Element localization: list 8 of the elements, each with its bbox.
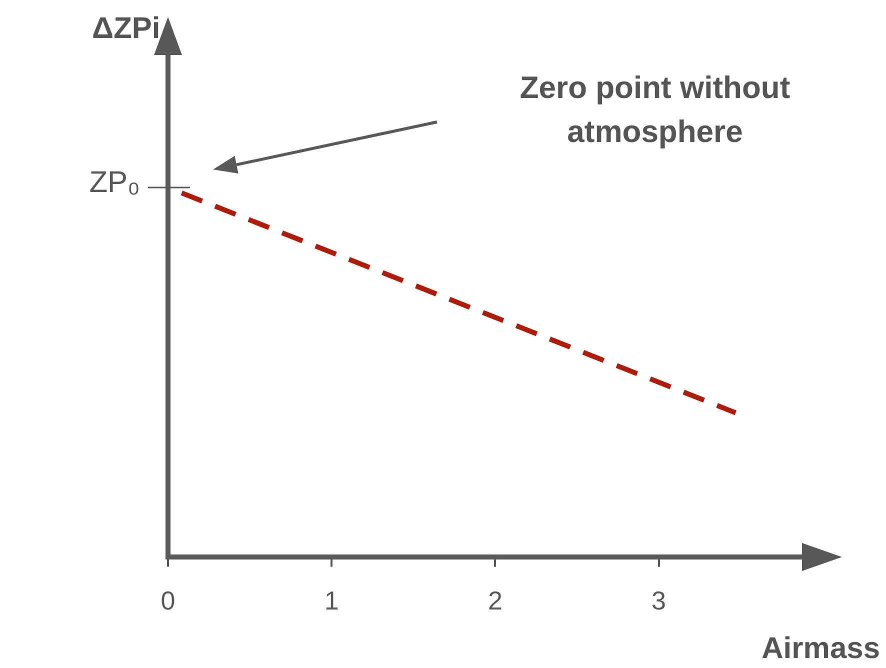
text: Zero point without atmosphere — [518, 69, 792, 151]
x-axis-title: Airmass — [762, 632, 880, 666]
x-tick-label: 0 — [160, 586, 176, 616]
annotation: ZP₀ — [89, 166, 140, 199]
y-axis-title: ΔZPi — [92, 12, 160, 46]
x-tick-label: 2 — [488, 586, 502, 616]
x-tick-label: 3 — [652, 586, 666, 616]
x-tick-label: 1 — [324, 586, 339, 616]
